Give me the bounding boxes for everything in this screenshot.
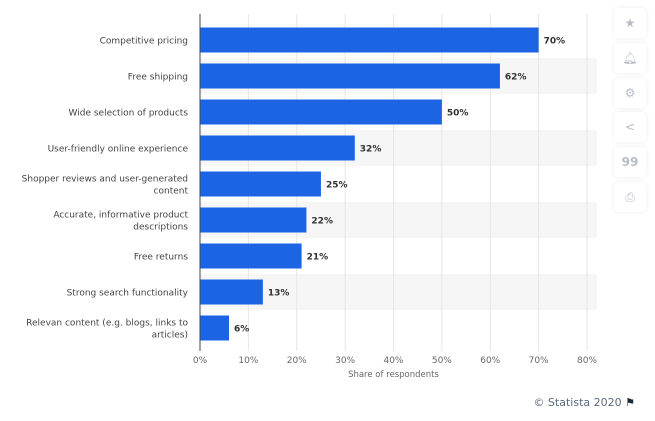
bar xyxy=(200,279,263,305)
share-icon[interactable]: < xyxy=(614,112,646,142)
category-label: Competitive pricing xyxy=(100,37,188,47)
bar xyxy=(200,99,442,125)
bar-chart: 0% 10% 20% 30% 40% 50% 60% 70% 80% Share of respo… xyxy=(22,14,597,380)
data-label: 70% xyxy=(544,37,566,47)
bar xyxy=(200,315,230,341)
data-label: 25% xyxy=(326,181,348,191)
row-band xyxy=(200,274,597,310)
data-label: 32% xyxy=(360,145,382,155)
x-axis-label: Share of respondents xyxy=(348,370,439,380)
credit-text: © Statista 2020 xyxy=(533,396,622,409)
bar xyxy=(200,63,500,89)
bar xyxy=(200,27,539,53)
bar xyxy=(200,171,321,197)
print-icon[interactable]: ⎙ xyxy=(614,182,646,212)
data-label: 22% xyxy=(311,217,333,227)
x-tick-label: 50% xyxy=(432,356,452,366)
x-tick-label: 20% xyxy=(287,356,307,366)
category-label: articles) xyxy=(152,331,188,341)
bar xyxy=(200,207,307,233)
x-tick-label: 0% xyxy=(193,356,208,366)
x-tick-label: 70% xyxy=(529,356,549,366)
credit[interactable]: © Statista 2020 ⚑ xyxy=(533,396,635,409)
star-icon[interactable]: ★ xyxy=(614,8,646,38)
data-label: 6% xyxy=(234,325,249,335)
data-label: 62% xyxy=(505,73,527,83)
category-label: descriptions xyxy=(133,223,188,233)
data-label: 13% xyxy=(268,289,290,299)
x-tick-label: 80% xyxy=(577,356,597,366)
quote-icon[interactable]: 99 xyxy=(614,147,646,177)
category-label: content xyxy=(154,187,189,197)
bar xyxy=(200,243,302,269)
category-label: User-friendly online experience xyxy=(48,145,189,155)
flag-icon: ⚑ xyxy=(625,396,635,409)
x-tick-label: 60% xyxy=(480,356,500,366)
bar xyxy=(200,135,355,161)
gear-icon[interactable]: ⚙ xyxy=(614,78,646,108)
category-label: Wide selection of products xyxy=(69,109,189,119)
bell-icon[interactable]: 🔔︎ xyxy=(614,43,646,73)
data-label: 21% xyxy=(307,253,329,263)
category-label: Free returns xyxy=(134,253,188,263)
category-label: Shopper reviews and user-generated xyxy=(22,175,188,185)
data-label: 50% xyxy=(447,109,469,119)
category-label: Relevan content (e.g. blogs, links to xyxy=(26,319,188,329)
category-label: Strong search functionality xyxy=(67,289,189,299)
category-label: Accurate, informative product xyxy=(53,211,188,221)
x-tick-label: 40% xyxy=(383,356,403,366)
x-tick-label: 30% xyxy=(335,356,355,366)
x-tick-label: 10% xyxy=(238,356,258,366)
category-label: Free shipping xyxy=(128,73,188,83)
